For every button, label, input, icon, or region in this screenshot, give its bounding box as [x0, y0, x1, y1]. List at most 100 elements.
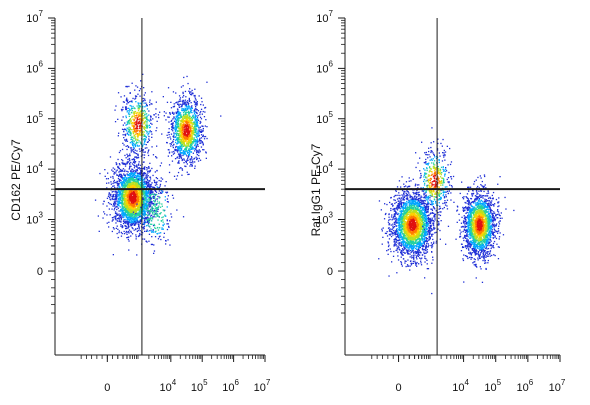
event-dot: [178, 157, 180, 159]
event-dot: [175, 149, 177, 151]
event-dot: [182, 119, 184, 122]
event-dot: [176, 175, 179, 177]
event-dot: [144, 185, 146, 188]
event-dot: [139, 172, 141, 174]
event-dot: [194, 122, 196, 124]
event-dot: [127, 207, 129, 210]
event-dot: [148, 233, 151, 235]
event-dot: [116, 191, 118, 194]
event-dot: [128, 134, 130, 136]
event-dot: [198, 95, 200, 97]
x-tick-label: 104: [159, 378, 176, 394]
event-dot: [131, 213, 133, 215]
event-dot: [201, 141, 203, 143]
event-dot: [175, 112, 177, 115]
event-dot: [121, 194, 123, 196]
event-dot: [132, 214, 134, 217]
event-dot: [131, 150, 133, 152]
event-dot: [129, 104, 131, 107]
event-dot: [139, 179, 141, 181]
event-dot: [141, 191, 144, 193]
event-dot: [136, 209, 138, 211]
event-dot: [127, 238, 129, 241]
event-dot: [149, 131, 151, 133]
event-dot: [127, 214, 129, 216]
event-dot: [190, 116, 193, 119]
event-dot: [185, 160, 187, 162]
event-dot: [147, 152, 149, 154]
event-dot: [183, 130, 185, 133]
event-dot: [134, 185, 136, 187]
event-dot: [134, 89, 136, 91]
event-dot: [121, 225, 124, 227]
event-dot: [120, 225, 122, 227]
event-dot: [196, 141, 198, 143]
event-dot: [172, 197, 175, 199]
event-dot: [181, 124, 184, 126]
event-dot: [183, 109, 185, 111]
event-dot: [135, 210, 138, 212]
event-dot: [422, 246, 424, 248]
event-dot: [193, 140, 195, 142]
event-dot: [116, 225, 118, 227]
event-dot: [129, 109, 131, 111]
event-dot: [180, 145, 182, 147]
event-dot: [137, 136, 139, 138]
event-dot: [132, 227, 134, 230]
event-dot: [146, 174, 148, 176]
event-dot: [133, 219, 135, 222]
event-dot: [138, 140, 140, 142]
event-dot: [149, 130, 151, 132]
event-dot: [181, 107, 183, 110]
event-dot: [202, 135, 204, 137]
event-dot: [205, 119, 207, 121]
event-dot: [148, 193, 150, 195]
event-dot: [134, 221, 136, 224]
event-dot: [196, 152, 198, 154]
event-dot: [130, 184, 132, 186]
event-dot: [188, 121, 190, 123]
event-dot: [146, 201, 148, 204]
event-dot: [123, 216, 125, 218]
event-dot: [136, 166, 138, 168]
event-dot: [183, 117, 186, 120]
event-dot: [187, 139, 190, 141]
event-dot: [129, 92, 131, 94]
event-dot: [137, 208, 139, 210]
event-dot: [143, 102, 145, 104]
event-dot: [140, 202, 142, 204]
event-dot: [178, 149, 180, 151]
y-tick-label: 104: [26, 160, 43, 176]
event-dot: [181, 140, 183, 143]
event-dot: [126, 180, 129, 182]
event-dot: [199, 139, 201, 142]
event-dot: [186, 121, 188, 123]
event-dot: [112, 190, 114, 193]
event-dot: [150, 202, 152, 204]
event-dot: [121, 182, 123, 185]
event-dot: [131, 174, 134, 177]
event-dot: [188, 114, 190, 116]
event-dot: [190, 161, 192, 164]
event-dot: [130, 151, 132, 153]
event-dot: [126, 237, 128, 239]
event-dot: [202, 127, 204, 130]
event-dot: [145, 198, 147, 200]
event-dot: [399, 200, 401, 202]
event-dot: [183, 113, 185, 116]
event-dot: [136, 172, 139, 174]
event-dot: [143, 185, 145, 188]
event-dot: [132, 149, 135, 151]
event-dot: [132, 194, 135, 196]
event-dot: [177, 119, 179, 121]
event-dot: [118, 202, 121, 204]
event-dot: [127, 183, 129, 185]
event-dot: [145, 203, 148, 205]
event-dot: [159, 183, 162, 186]
event-dot: [182, 122, 184, 124]
event-dot: [115, 194, 117, 196]
event-dot: [154, 198, 156, 200]
event-dot: [118, 191, 121, 193]
event-dot: [150, 228, 152, 230]
